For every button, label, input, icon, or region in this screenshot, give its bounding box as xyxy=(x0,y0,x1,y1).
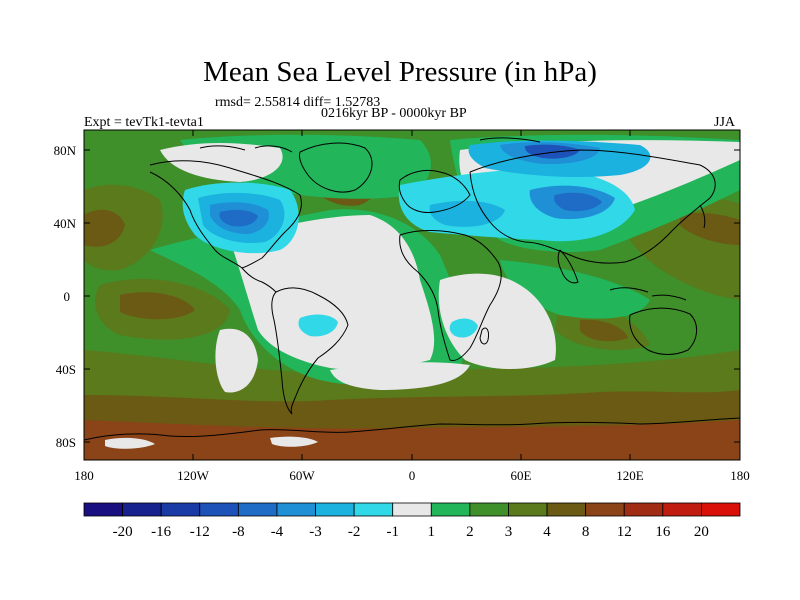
lon-label-0: 0 xyxy=(409,468,416,483)
field-neutral-pacific-east xyxy=(215,328,258,393)
colorbar-box-8 xyxy=(392,502,432,517)
colorbar-label-7: -1 xyxy=(386,524,399,540)
coast-japan xyxy=(699,204,706,229)
coast-antarctica xyxy=(84,417,740,441)
colorbar-label-4: -4 xyxy=(271,524,284,540)
field-neutral-antarctic-1 xyxy=(105,437,155,449)
coast-asia xyxy=(469,149,716,264)
colorbar-box-13 xyxy=(585,502,625,517)
field-band-8-sio xyxy=(580,319,628,342)
coast-madagascar xyxy=(479,327,489,345)
field-neg-eurasia-5 xyxy=(554,192,602,212)
colorbar-box-0 xyxy=(83,502,123,517)
coast-indonesia xyxy=(609,287,687,301)
coastlines xyxy=(84,137,740,441)
colorbar-box-12 xyxy=(546,502,587,517)
colorbar-label-2: -12 xyxy=(190,524,210,540)
field-neutral-antarctic-2 xyxy=(270,436,318,447)
colorbar-box-1 xyxy=(122,502,162,517)
colorbar-label-1: -16 xyxy=(151,524,171,540)
colorbar-box-4 xyxy=(237,502,278,517)
colorbar-label-9: 2 xyxy=(466,524,474,540)
colorbar-box-7 xyxy=(353,502,394,517)
lon-label-60w: 60W xyxy=(289,468,315,483)
coast-india xyxy=(557,249,579,284)
colorbar-box-3 xyxy=(199,502,239,517)
lat-label-40n: 40N xyxy=(54,216,77,231)
coast-australia xyxy=(629,307,697,355)
colorbar-box-11 xyxy=(508,502,548,517)
field-neg-samerica xyxy=(298,314,338,337)
colorbar-label-11: 4 xyxy=(543,524,551,540)
colorbar-label-10: 3 xyxy=(505,524,513,540)
colorbar-label-3: -8 xyxy=(232,524,245,540)
colorbar-box-16 xyxy=(701,502,741,517)
colorbar-box-2 xyxy=(160,502,201,517)
colorbar-label-6: -2 xyxy=(348,524,361,540)
coast-greenland xyxy=(299,142,373,193)
lat-axis: 80N 40N 0 40S 80S xyxy=(54,143,740,450)
coast-south-america xyxy=(271,287,349,415)
colorbar-box-15 xyxy=(662,502,702,517)
field-band-8-npac xyxy=(84,209,125,247)
colorbar-label-14: 16 xyxy=(655,524,671,540)
field-neg-namerica-4 xyxy=(219,209,258,227)
experiment-label: Expt = tevTk1-tevta1 xyxy=(84,115,204,130)
field-neg-siberia-2 xyxy=(524,144,580,159)
lat-label-0: 0 xyxy=(64,289,71,304)
field-neutral-africa xyxy=(438,273,556,369)
lat-label-80n: 80N xyxy=(54,143,77,158)
colorbar-label-5: -3 xyxy=(309,524,322,540)
colorbar-box-14 xyxy=(623,502,664,517)
colorbar-box-9 xyxy=(430,502,471,517)
coast-europe xyxy=(398,169,471,213)
coast-north-america xyxy=(149,160,302,269)
field-band-12-antarctic xyxy=(84,420,740,460)
field-neutral-atlantic xyxy=(230,215,435,370)
lon-axis: 180 120W 60W 0 60E 120E 180 xyxy=(74,130,750,483)
field-band-8-wpac xyxy=(680,212,740,245)
map-title: Mean Sea Level Pressure (in hPa) xyxy=(203,56,597,88)
lat-label-80s: 80S xyxy=(56,435,76,450)
field-neg-safrica xyxy=(449,318,478,338)
lat-label-40s: 40S xyxy=(56,362,76,377)
field-neutral-arctic xyxy=(160,143,283,182)
lon-label-60e: 60E xyxy=(511,468,532,483)
colorbar-label-0: -20 xyxy=(113,524,133,540)
lon-label-180w: 180 xyxy=(74,468,94,483)
colorbar-label-8: 1 xyxy=(428,524,436,540)
period-label: 0216kyr BP - 0000kyr BP xyxy=(321,106,467,121)
field-neutral-southatl xyxy=(330,362,470,390)
field-band-8-epac xyxy=(120,292,195,320)
colorbar-box-10 xyxy=(469,502,509,517)
colorbar-box-6 xyxy=(315,502,355,517)
coast-africa xyxy=(399,229,502,361)
season-label: JJA xyxy=(714,115,736,130)
stats-line: rmsd= 2.55814 diff= 1.52783 xyxy=(215,95,381,110)
coast-arctic-islands xyxy=(199,137,541,153)
lon-label-180e: 180 xyxy=(730,468,750,483)
colorbar: -20 -16 -12 -8 -4 -3 -2 -1 1 2 3 4 8 12 16 20 xyxy=(83,502,741,540)
colorbar-box-5 xyxy=(276,502,316,517)
field-neg-eurasia-3 xyxy=(429,200,505,227)
colorbar-label-13: 12 xyxy=(617,524,632,540)
pressure-field xyxy=(84,130,740,460)
lon-label-120e: 120E xyxy=(616,468,644,483)
coast-central-america xyxy=(241,267,277,293)
lon-label-120w: 120W xyxy=(177,468,210,483)
colorbar-label-12: 8 xyxy=(582,524,590,540)
colorbar-label-15: 20 xyxy=(694,524,709,540)
